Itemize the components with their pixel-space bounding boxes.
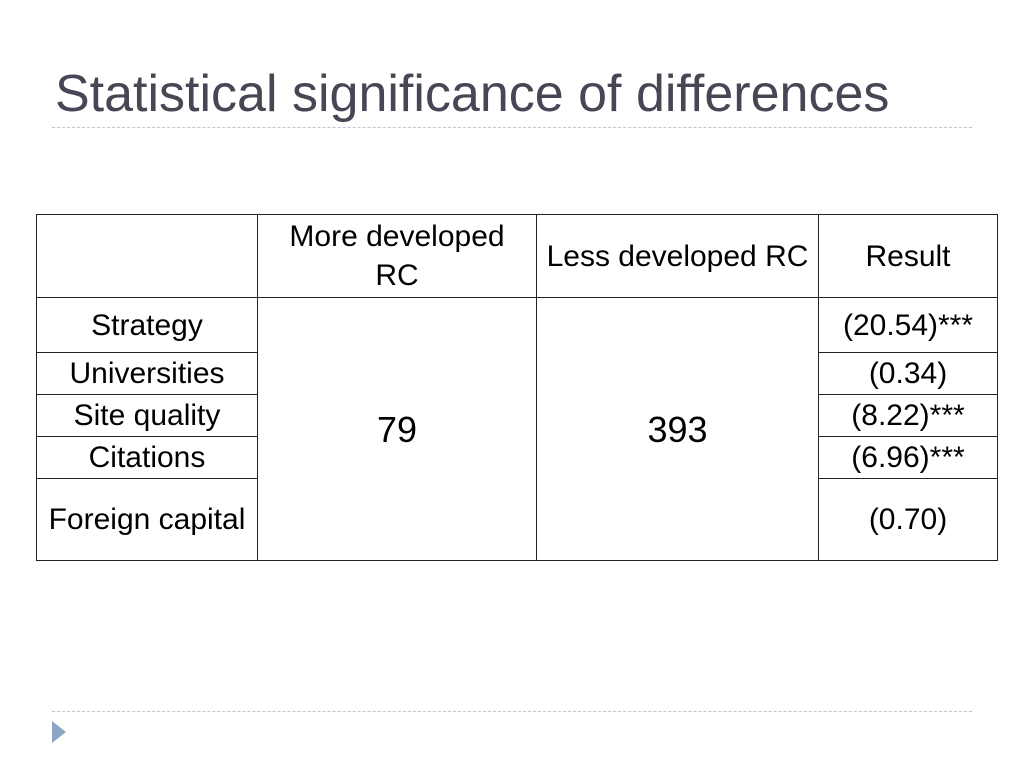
row-label: Foreign capital [36, 478, 258, 561]
triangle-right-icon [52, 721, 66, 743]
more-developed-count: 79 [257, 297, 537, 561]
significance-table: More developed RC Less developed RC Resu… [36, 214, 998, 561]
header-less-developed: Less developed RC [536, 214, 819, 298]
row-label: Strategy [36, 297, 258, 353]
less-developed-count: 393 [536, 297, 819, 561]
slide-title: Statistical significance of differences [55, 65, 890, 123]
row-label: Site quality [36, 394, 258, 437]
table-row: Foreign capital (0.70) [36, 478, 998, 561]
table-row: Strategy 79 393 (20.54)*** [36, 297, 998, 561]
table-header-row: More developed RC Less developed RC Resu… [36, 214, 998, 298]
header-result: Result [818, 214, 998, 298]
title-divider [52, 127, 972, 128]
row-label: Citations [36, 436, 258, 479]
row-result: (6.96)*** [818, 436, 998, 479]
row-result: (0.70) [818, 478, 998, 561]
row-result: (20.54)*** [818, 297, 998, 353]
footer-divider [52, 711, 972, 712]
row-result: (8.22)*** [818, 394, 998, 437]
row-result: (0.34) [818, 352, 998, 395]
header-more-developed: More developed RC [257, 214, 537, 298]
header-empty-cell [36, 214, 258, 298]
table-row: Universities (0.34) [36, 352, 998, 395]
row-label: Universities [36, 352, 258, 395]
